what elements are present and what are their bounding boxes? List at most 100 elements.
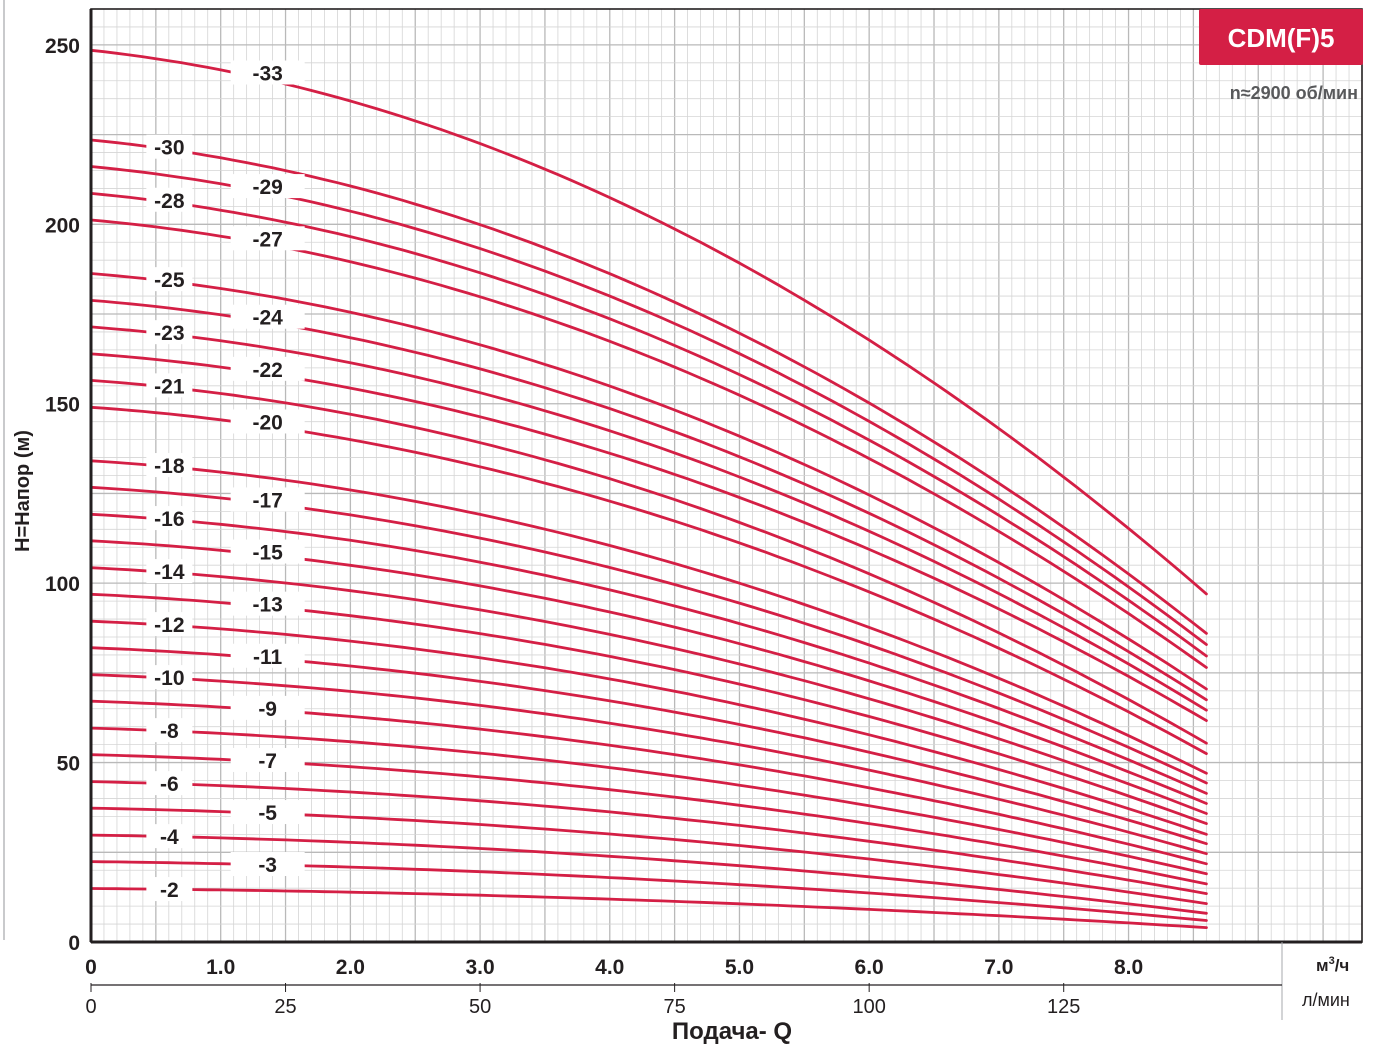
curve-label-bg [230,174,305,199]
curve-label-bg [230,487,305,512]
curve-label-17: -17 [252,489,282,512]
x-tick-label: 8.0 [1114,956,1143,979]
curve-label-2: -2 [160,879,179,902]
lmin-tick-label: 100 [852,996,885,1018]
curve-label-bg [230,60,305,85]
curve-label-4: -4 [160,826,179,849]
curve-label-21: -21 [154,375,185,398]
lmin-tick-label: 25 [274,996,296,1018]
curve-label-bg [230,409,305,434]
curve-label-bg [230,226,305,251]
x-axis-title: Подача- Q [672,1018,792,1045]
curve-2 [89,887,1208,929]
curve-label-24: -24 [252,307,283,330]
curve-label-bg [230,695,305,720]
curve-label-bg [230,747,305,772]
curve-label-3: -3 [258,854,277,877]
curve-10 [89,673,1208,856]
curve-label-bg [146,718,193,743]
lmin-tick-label: 125 [1047,996,1080,1018]
y-tick-label: 0 [68,932,80,955]
curve-label-29: -29 [252,176,282,199]
curve-labels: -2 -3 -4 -5 -6 -7 -8 -9 -10 -11 -12 -13 -14 -15 -16 -17… [146,60,305,902]
y-tick-label: 200 [45,214,80,237]
curve-25 [89,272,1208,691]
x-tick-label: 5.0 [725,956,754,979]
y-tick-label: 100 [45,573,80,596]
curve-label-18: -18 [154,455,185,478]
curve-label-14: -14 [154,561,185,584]
curve-label-6: -6 [160,773,179,796]
curve-label-bg [146,187,193,212]
x-tick-label: 7.0 [984,956,1013,979]
curve-6 [89,780,1208,895]
curve-label-bg [146,559,193,584]
x-tick-label: 3.0 [465,956,494,979]
curve-14 [89,566,1208,815]
curve-label-bg [230,643,305,668]
x-tick-label: 1.0 [206,956,235,979]
curve-label-bg [230,800,305,825]
curve-label-23: -23 [154,322,184,345]
curve-label-bg [230,852,305,877]
model-badge-label: CDM(F)5 [1228,23,1335,53]
curve-label-bg [230,539,305,564]
curve-label-bg [146,824,193,849]
y-axis-title: H=Напор (м) [12,430,34,552]
model-badge [1199,9,1363,65]
curve-label-bg [146,267,193,292]
lmin-tick-label: 50 [469,996,491,1018]
curve-label-25: -25 [154,269,185,292]
curve-4 [89,833,1208,915]
curve-label-bg [146,665,193,690]
curve-label-12: -12 [154,614,184,637]
curve-23 [89,325,1208,712]
curve-label-bg [146,506,193,531]
curve-label-bg [146,771,193,796]
curve-28 [89,192,1208,658]
curve-label-bg [230,591,305,616]
x-tick-label: 0 [85,956,97,979]
lmin-tick-label: 75 [663,996,685,1018]
curve-label-27: -27 [252,228,282,251]
y-tick-label: 150 [45,394,80,417]
curve-8 [89,726,1208,876]
curve-label-15: -15 [252,542,283,565]
curve-label-bg [146,453,193,478]
curve-label-11: -11 [253,646,283,669]
curve-label-10: -10 [154,667,184,690]
unit-m3h: м3/ч [1316,955,1349,975]
plot-frame [3,0,1363,1020]
curve-label-7: -7 [258,750,277,773]
curve-16 [89,512,1208,795]
curve-label-8: -8 [160,720,179,743]
x-tick-label: 2.0 [336,956,365,979]
curve-21 [89,379,1208,745]
curve-label-bg [230,304,305,329]
curve-label-bg [146,373,193,398]
speed-label: n≈2900 об/мин [1230,83,1358,103]
curve-label-bg [146,134,193,159]
curve-label-bg [146,612,193,637]
curve-label-13: -13 [252,594,282,617]
lmin-tick-label: 0 [85,996,96,1018]
curve-label-9: -9 [258,698,277,721]
y-tick-label: 250 [45,35,80,58]
curve-label-bg [230,356,305,381]
y-tick-label: 50 [57,753,80,776]
curve-label-20: -20 [252,411,282,434]
curve-label-5: -5 [258,802,277,825]
x-tick-label: 6.0 [855,956,884,979]
unit-lmin: л/мин [1302,990,1350,1010]
curve-18 [89,459,1208,775]
curve-30 [89,138,1208,635]
x-tick-label: 4.0 [595,956,624,979]
curve-label-28: -28 [154,190,185,213]
curve-12 [89,619,1208,836]
curve-label-30: -30 [154,137,184,160]
curve-label-bg [146,320,193,345]
curve-label-16: -16 [154,508,184,531]
curve-label-22: -22 [252,359,282,382]
curve-label-33: -33 [252,63,282,86]
